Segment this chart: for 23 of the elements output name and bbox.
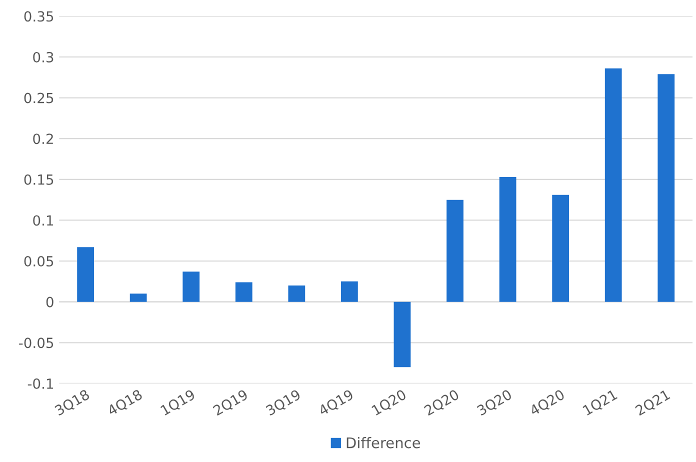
y-tick-label: 0 bbox=[46, 296, 54, 308]
bar bbox=[604, 68, 622, 302]
y-tick-label: 0.25 bbox=[24, 92, 54, 104]
y-tick-label: 0.05 bbox=[24, 256, 54, 267]
y-tick-label: 0.15 bbox=[24, 174, 54, 185]
bar bbox=[288, 286, 306, 302]
bar bbox=[394, 302, 411, 368]
bar bbox=[499, 176, 516, 302]
y-tick-label: 0.1 bbox=[33, 215, 54, 226]
bar bbox=[130, 294, 147, 302]
y-tick-label: 0.35 bbox=[24, 11, 54, 22]
bar bbox=[552, 194, 570, 302]
y-tick-label: 0.2 bbox=[33, 134, 53, 144]
bar bbox=[182, 272, 200, 302]
y-tick-label: -0.1 bbox=[28, 378, 54, 389]
bar bbox=[658, 74, 675, 302]
legend-label: Difference bbox=[346, 437, 420, 448]
y-tick-label: 0.3 bbox=[33, 52, 54, 62]
bar bbox=[235, 282, 252, 302]
y-tick-label: -0.05 bbox=[19, 338, 54, 348]
bar bbox=[341, 281, 358, 302]
bar bbox=[77, 247, 94, 302]
bar bbox=[446, 200, 464, 302]
